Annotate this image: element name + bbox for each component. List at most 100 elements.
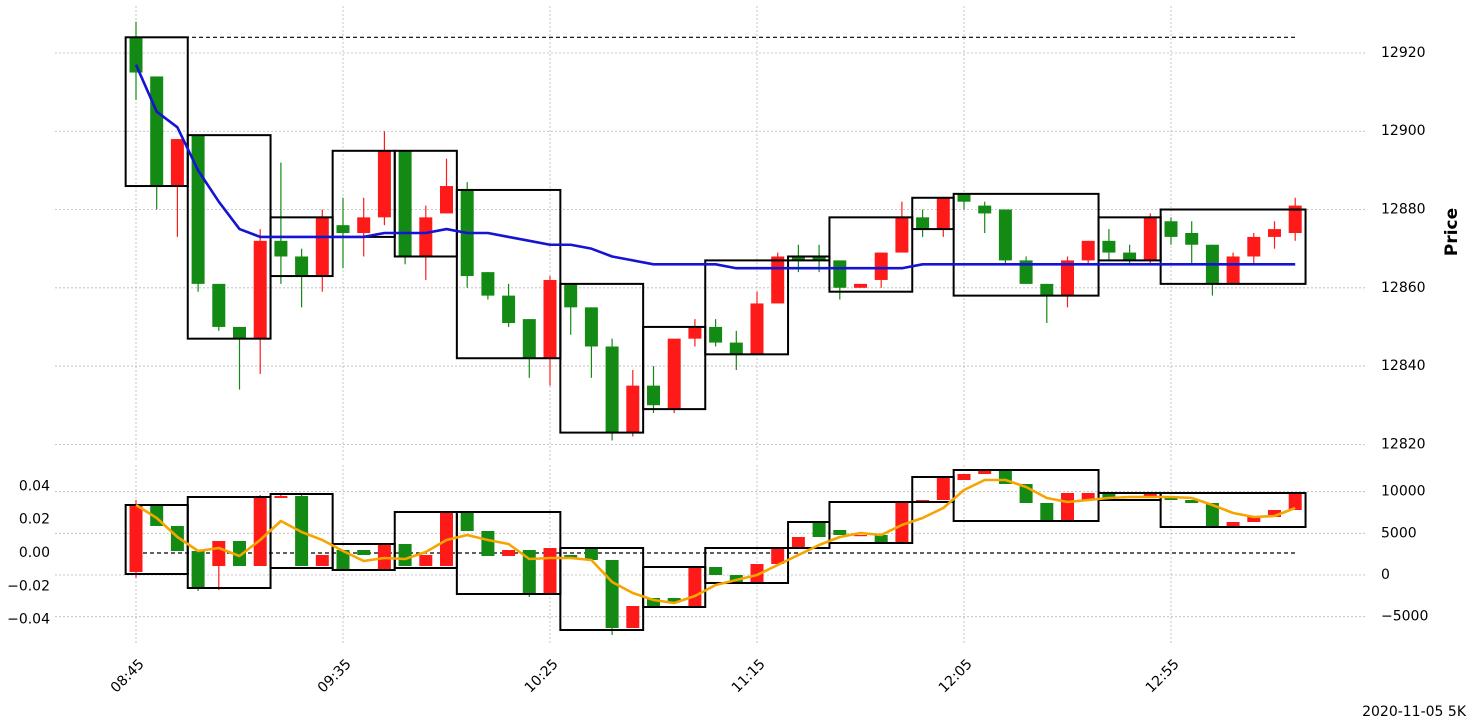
candle-body <box>1123 252 1137 261</box>
y-tick-label: 0.00 <box>19 545 50 561</box>
x-tick-label: 12:55 <box>1143 656 1183 696</box>
candle-body <box>315 217 329 277</box>
candle-body <box>750 303 764 355</box>
candle-body <box>212 283 226 327</box>
candle-body <box>212 541 226 566</box>
candle-body <box>481 531 495 556</box>
candle-body <box>1288 493 1302 510</box>
y-tick-label: 0.02 <box>19 512 50 528</box>
candle-body <box>854 283 867 288</box>
candle-body <box>522 550 536 593</box>
range-box <box>1159 492 1307 528</box>
candle-body <box>709 567 723 575</box>
candle-body <box>1081 240 1095 261</box>
candle-body <box>129 37 143 73</box>
x-tick-label: 10:25 <box>522 656 562 696</box>
moving-average-line <box>134 64 1296 270</box>
y-tick-label: 12920 <box>1381 45 1426 61</box>
candle-body <box>377 150 391 218</box>
candle-body <box>998 209 1012 261</box>
candle-body <box>1040 283 1054 296</box>
candle-body <box>874 535 888 542</box>
range-box <box>269 216 334 278</box>
candle-body <box>1019 260 1033 284</box>
candle-body <box>771 548 785 564</box>
candle-body <box>1226 522 1240 527</box>
y-tick-label: −0.02 <box>7 578 50 594</box>
candle-body <box>233 326 246 339</box>
candle-body <box>419 555 433 566</box>
candle-body <box>605 346 619 433</box>
candle-body <box>916 217 930 230</box>
candle-body <box>357 550 371 555</box>
candle-body <box>667 338 681 410</box>
candle-body <box>233 541 246 566</box>
candle-body <box>274 240 288 257</box>
range-box <box>704 547 790 584</box>
candle-body <box>584 548 598 560</box>
candle-body <box>936 197 950 230</box>
candle-body <box>895 217 909 253</box>
candle-body <box>854 535 867 537</box>
candle-body <box>129 505 143 572</box>
candle-body <box>709 326 723 343</box>
x-tick-label: 08:45 <box>108 656 148 696</box>
candle-body <box>1247 236 1261 257</box>
y-tick-label: 12860 <box>1381 280 1426 296</box>
candle-body <box>1040 503 1054 521</box>
candle-body <box>522 319 536 359</box>
candle-body <box>1102 240 1116 253</box>
y-tick-label: 12880 <box>1381 202 1426 218</box>
candle-body <box>336 550 350 570</box>
candle-body <box>833 260 847 288</box>
candle-body <box>274 496 288 498</box>
candle-body <box>771 256 785 304</box>
y-tick-label: −0.04 <box>7 612 50 628</box>
x-tick-label: 09:35 <box>315 656 355 696</box>
range-box <box>124 36 189 188</box>
candle-body <box>791 256 805 261</box>
candle-body <box>315 555 329 566</box>
candle-body <box>295 256 309 277</box>
candle-body <box>253 498 267 566</box>
candle-body <box>1143 494 1157 496</box>
candle-body <box>1102 493 1116 500</box>
y-tick-label: 12820 <box>1381 436 1426 452</box>
candle-body <box>543 279 557 359</box>
candle-body <box>791 537 805 548</box>
range-box <box>642 566 707 608</box>
candle-body <box>895 502 909 542</box>
candle-body <box>1226 256 1240 284</box>
candle-body <box>957 193 971 202</box>
candle-body <box>398 150 412 257</box>
candle-body <box>626 606 640 628</box>
candle-body <box>191 551 205 587</box>
candle-body <box>812 256 826 261</box>
candle-body <box>1185 500 1199 503</box>
candle-body <box>1164 498 1178 500</box>
range-box <box>828 216 914 293</box>
candle-body <box>502 295 516 324</box>
candle-body <box>812 522 826 537</box>
candle-body <box>605 560 619 628</box>
footer: 2020-11-05 5K <box>1362 704 1467 720</box>
candle-body <box>647 385 660 406</box>
x-tick-label: 11:15 <box>729 656 769 696</box>
y-tick-label: 12840 <box>1381 358 1426 374</box>
candle-body <box>564 283 578 308</box>
x-tick-label: 12:05 <box>936 656 976 696</box>
candle-body <box>1081 493 1095 500</box>
candle-body <box>1164 221 1178 237</box>
candle-body <box>440 186 453 214</box>
y-tick-label: 0 <box>1381 567 1390 583</box>
candle-body <box>688 326 702 339</box>
candle-body <box>978 470 992 474</box>
candle-body <box>667 598 681 602</box>
candle-body <box>874 252 888 280</box>
candle-body <box>936 477 950 500</box>
y-axis-label: Price <box>1442 208 1462 256</box>
candle-body <box>1143 217 1157 261</box>
candle-body <box>336 225 350 233</box>
y-tick-label: −5000 <box>1381 609 1428 625</box>
candle-body <box>833 530 847 535</box>
